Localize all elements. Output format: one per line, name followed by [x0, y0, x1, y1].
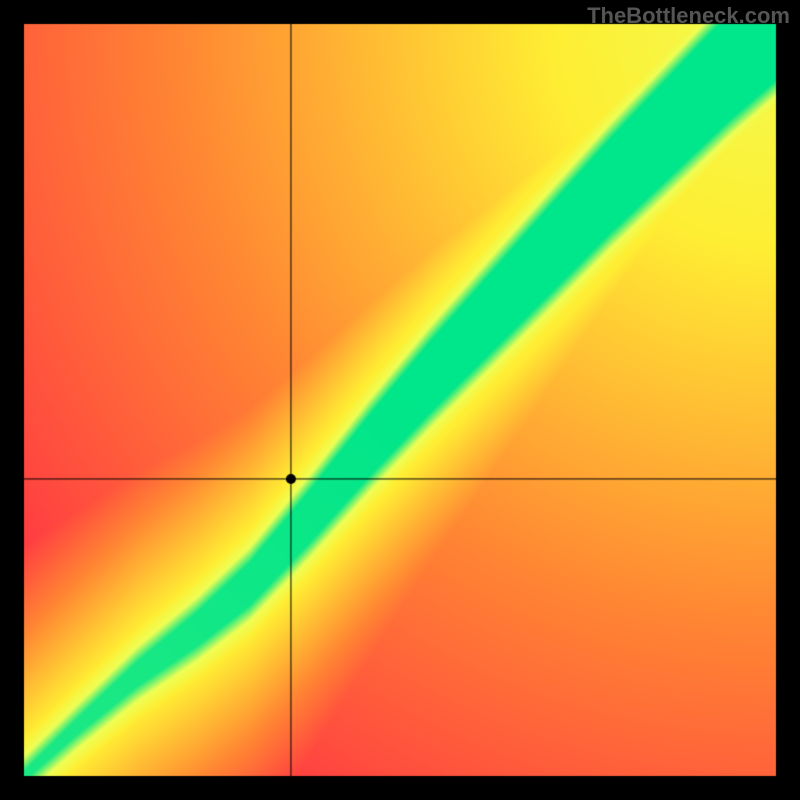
watermark-text: TheBottleneck.com	[587, 3, 790, 29]
heatmap-container: TheBottleneck.com	[0, 0, 800, 800]
heatmap-canvas	[0, 0, 800, 800]
